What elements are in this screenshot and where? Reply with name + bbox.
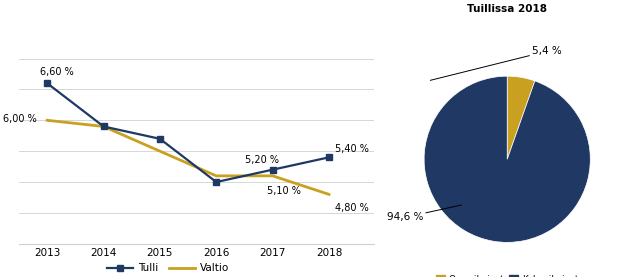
- Legend: Tulli, Valtio: Tulli, Valtio: [103, 259, 233, 277]
- Valtio: [212, 174, 220, 178]
- Line: Tulli: Tulli: [44, 81, 332, 185]
- Text: 5,40 %: 5,40 %: [335, 144, 368, 154]
- Valtio: [269, 174, 276, 178]
- Wedge shape: [507, 76, 535, 159]
- Valtio: [100, 125, 107, 128]
- Line: Valtio: Valtio: [47, 120, 329, 194]
- Tulli: [325, 156, 333, 159]
- Valtio: [325, 193, 333, 196]
- Tulli: [212, 180, 220, 184]
- Text: 5,20 %: 5,20 %: [245, 155, 279, 165]
- Tulli: [100, 125, 107, 128]
- Wedge shape: [424, 76, 590, 242]
- Text: 6,60 %: 6,60 %: [40, 67, 74, 77]
- Text: 5,10 %: 5,10 %: [267, 186, 301, 196]
- Text: 4,80 %: 4,80 %: [335, 203, 368, 213]
- Tulli: [43, 82, 51, 85]
- Text: 94,6 %: 94,6 %: [387, 205, 462, 222]
- Tulli: [269, 168, 276, 171]
- Tulli: [156, 137, 164, 140]
- Legend: Osa-aikaiset, Kokoaikaiset: Osa-aikaiset, Kokoaikaiset: [432, 271, 582, 277]
- Valtio: [43, 119, 51, 122]
- Valtio: [156, 150, 164, 153]
- Text: 5,4 %: 5,4 %: [430, 46, 562, 80]
- Title: Osa-aikaisten henkilöiden
%-osuus henkilöstöstä
Tuillissa 2018: Osa-aikaisten henkilöiden %-osuus henkil…: [430, 0, 584, 14]
- Text: 6,00 %: 6,00 %: [3, 114, 37, 124]
